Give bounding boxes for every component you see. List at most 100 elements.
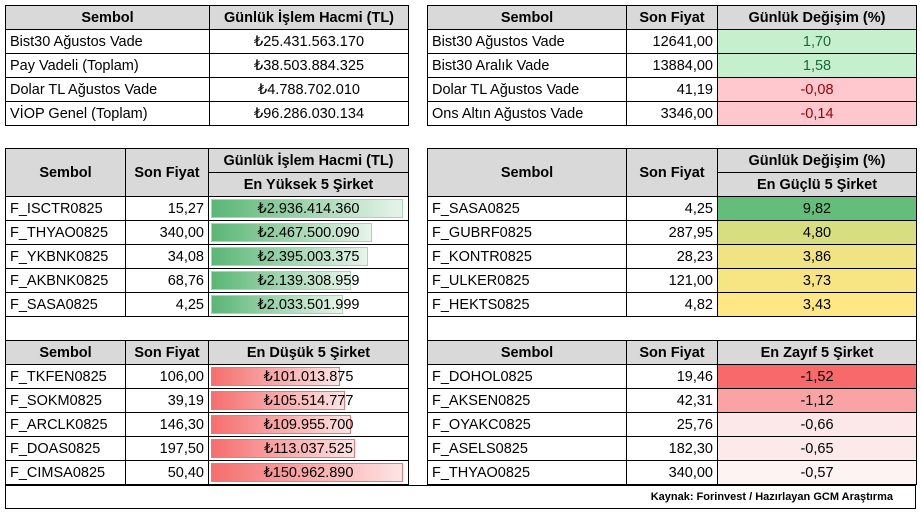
column-header: Sembol: [427, 340, 627, 365]
change-cell: 9,82: [717, 196, 917, 221]
symbol-cell: F_ASELS0825: [427, 436, 627, 461]
volume-bar: [211, 223, 372, 242]
column-header: Sembol: [5, 148, 126, 197]
price-cell: 4,25: [125, 292, 209, 317]
table-header-row: Sembol Son Fiyat En Düşük 5 Şirket: [5, 340, 409, 365]
volume-bar: [211, 391, 345, 410]
column-header: Son Fiyat: [626, 340, 718, 365]
volume-bar: [211, 199, 403, 218]
price-cell: 39,19: [125, 388, 209, 413]
volume-value: ₺113.037.525: [264, 440, 353, 457]
volume-bar-cell: ₺2.395.003.375: [208, 244, 409, 269]
table-row: F_THYAO0825 340,00 ₺2.467.500.090: [5, 220, 409, 245]
table-row: F_SASA0825 4,25 9,82: [427, 196, 917, 221]
symbol-cell: Bist30 Ağustos Vade: [427, 29, 627, 54]
column-header: Günlük Değişim (%): [717, 148, 917, 173]
volume-bar: [211, 415, 351, 434]
symbol-cell: Dolar TL Ağustos Vade: [427, 77, 627, 102]
price-summary-table: Sembol Son Fiyat Günlük Değişim (%) Bist…: [427, 5, 917, 126]
column-header: Son Fiyat: [125, 148, 209, 197]
price-cell: 42,31: [626, 388, 718, 413]
symbol-cell: F_THYAO0825: [427, 460, 627, 485]
column-header: Son Fiyat: [125, 340, 209, 365]
symbol-cell: F_YKBNK0825: [5, 244, 126, 269]
symbol-cell: F_AKBNK0825: [5, 268, 126, 293]
change-cell: 3,73: [717, 268, 917, 293]
column-header: Sembol: [427, 148, 627, 197]
volume-bar-cell: ₺113.037.525: [208, 436, 409, 461]
table-subheader-row: En Güçlü 5 Şirket: [428, 172, 917, 197]
volume-cell: ₺96.286.030.134: [209, 101, 409, 126]
symbol-cell: Bist30 Aralık Vade: [427, 53, 627, 78]
table-row: Bist30 Ağustos Vade ₺25.431.563.170: [5, 29, 409, 54]
column-header: Günlük İşlem Hacmi (TL): [208, 148, 409, 173]
table-row: F_TKFEN0825 106,00 ₺101.013.875: [5, 364, 409, 389]
table-row: F_AKSEN0825 42,31 -1,12: [427, 388, 917, 413]
price-cell: 4,25: [626, 196, 718, 221]
symbol-cell: Pay Vadeli (Toplam): [5, 53, 210, 78]
volume-cell: ₺38.503.884.325: [209, 53, 409, 78]
table-row: F_SOKM0825 39,19 ₺105.514.777: [5, 388, 409, 413]
change-cell: -0,08: [717, 77, 917, 102]
table-row: F_YKBNK0825 34,08 ₺2.395.003.375: [5, 244, 409, 269]
volume-value: ₺109.955.700: [263, 416, 354, 433]
symbol-cell: F_SOKM0825: [5, 388, 126, 413]
symbol-cell: F_HEKTS0825: [427, 292, 627, 317]
column-header: Günlük Değişim (%): [717, 5, 917, 30]
table-row: F_KONTR0825 28,23 3,86: [427, 244, 917, 269]
symbol-cell: F_KONTR0825: [427, 244, 627, 269]
column-header: En Zayıf 5 Şirket: [717, 340, 917, 365]
symbol-cell: Ons Altın Ağustos Vade: [427, 101, 627, 126]
volume-bar: [211, 295, 343, 314]
spacer-cell: [427, 316, 917, 341]
table-row: Bist30 Ağustos Vade 12641,00 1,70: [427, 29, 917, 54]
losers-body: F_DOHOL0825 19,46 -1,52 F_AKSEN0825 42,31 -1,…: [427, 364, 917, 485]
subheader: En Yüksek 5 Şirket: [208, 172, 409, 197]
spacer-cell: [5, 316, 409, 341]
table-row: F_DOHOL0825 19,46 -1,52: [427, 364, 917, 389]
symbol-cell: F_SASA0825: [5, 292, 126, 317]
symbol-cell: F_DOAS0825: [5, 436, 126, 461]
volume-bar-cell: ₺2.467.500.090: [208, 220, 409, 245]
table-row: F_AKBNK0825 68,76 ₺2.139.308.959: [5, 268, 409, 293]
volume-cell: ₺4.788.702.010: [209, 77, 409, 102]
table-row: F_ISCTR0825 15,27 ₺2.936.414.360: [5, 196, 409, 221]
subheader: En Güçlü 5 Şirket: [717, 172, 917, 197]
volume-cell: ₺25.431.563.170: [209, 29, 409, 54]
top-volume-body: F_ISCTR0825 15,27 ₺2.936.414.360 F_THYAO082…: [5, 196, 409, 317]
volume-value: ₺2.395.003.375: [257, 248, 360, 265]
volume-summary-table: Sembol Günlük İşlem Hacmi (TL) Bist30 Ağ…: [5, 5, 409, 126]
table-header-row: Sembol Son Fiyat Günlük İşlem Hacmi (TL): [5, 148, 409, 197]
symbol-cell: Bist30 Ağustos Vade: [5, 29, 210, 54]
source-footer: Kaynak: Forinvest / Hazırlayan GCM Araşt…: [5, 485, 916, 509]
change-cell: -0,14: [717, 101, 917, 126]
price-cell: 41,19: [626, 77, 718, 102]
table-row: F_ARCLK0825 146,30 ₺109.955.700: [5, 412, 409, 437]
symbol-cell: F_ARCLK0825: [5, 412, 126, 437]
price-cell: 106,00: [125, 364, 209, 389]
volume-bar: [211, 463, 403, 482]
column-header: Son Fiyat: [626, 148, 718, 197]
change-ranking-table: Sembol Son Fiyat Günlük Değişim (%) En G…: [427, 148, 917, 485]
table-row: VİOP Genel (Toplam) ₺96.286.030.134: [5, 101, 409, 126]
table-row: F_OYAKC0825 25,76 -0,66: [427, 412, 917, 437]
table-header-row: Sembol Günlük İşlem Hacmi (TL): [5, 5, 409, 30]
column-header: Sembol: [5, 340, 126, 365]
change-cell: -0,57: [717, 460, 917, 485]
price-cell: 340,00: [125, 220, 209, 245]
volume-value: ₺2.936.414.360: [257, 200, 360, 217]
table-subheader-row: En Yüksek 5 Şirket: [6, 172, 409, 197]
price-cell: 287,95: [626, 220, 718, 245]
volume-ranking-table: Sembol Son Fiyat Günlük İşlem Hacmi (TL)…: [5, 148, 409, 485]
symbol-cell: F_OYAKC0825: [427, 412, 627, 437]
volume-bar-cell: ₺109.955.700: [208, 412, 409, 437]
table-header-row: Sembol Son Fiyat Günlük Değişim (%): [427, 148, 917, 197]
volume-value: ₺105.514.777: [263, 392, 354, 409]
price-cell: 50,40: [125, 460, 209, 485]
table-row: F_THYAO0825 340,00 -0,57: [427, 460, 917, 485]
change-cell: 1,70: [717, 29, 917, 54]
volume-bar-cell: ₺101.013.875: [208, 364, 409, 389]
price-cell: 182,30: [626, 436, 718, 461]
change-cell: 3,43: [717, 292, 917, 317]
volume-value: ₺101.013.875: [263, 368, 354, 385]
